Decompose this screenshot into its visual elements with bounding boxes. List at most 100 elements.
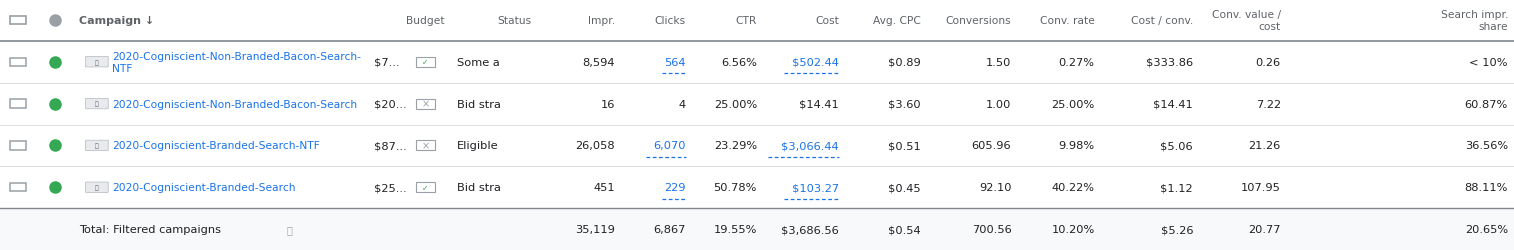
- Text: $3.60: $3.60: [887, 99, 921, 109]
- Text: 2020-Cogniscient-Non-Branded-Bacon-Search: 2020-Cogniscient-Non-Branded-Bacon-Searc…: [112, 99, 357, 109]
- Text: $7...: $7...: [374, 58, 400, 68]
- Bar: [0, 83, 1514, 125]
- Text: 7.22: 7.22: [1255, 99, 1281, 109]
- Text: $3,686.56: $3,686.56: [781, 224, 839, 234]
- Text: 25.00%: 25.00%: [1051, 99, 1095, 109]
- Text: 605.96: 605.96: [972, 141, 1011, 151]
- Text: 6,867: 6,867: [654, 224, 686, 234]
- Bar: [415, 141, 436, 151]
- Text: 8,594: 8,594: [583, 58, 615, 68]
- Bar: [0, 42, 1514, 83]
- Text: $502.44: $502.44: [792, 58, 839, 68]
- FancyBboxPatch shape: [85, 57, 109, 68]
- Text: Conv. value /
cost: Conv. value / cost: [1211, 10, 1281, 32]
- Bar: [11, 142, 27, 150]
- Text: Cost: Cost: [815, 16, 839, 26]
- Text: Avg. CPC: Avg. CPC: [872, 16, 921, 26]
- Text: ✓: ✓: [422, 183, 428, 192]
- Text: 23.29%: 23.29%: [715, 141, 757, 151]
- Text: Budget: Budget: [406, 16, 445, 26]
- Text: $14.41: $14.41: [1154, 99, 1193, 109]
- Text: Status: Status: [497, 16, 531, 26]
- Text: 16: 16: [601, 99, 615, 109]
- Text: 451: 451: [593, 182, 615, 192]
- Text: 1.50: 1.50: [986, 58, 1011, 68]
- Text: $87...: $87...: [374, 141, 407, 151]
- Text: $5.06: $5.06: [1160, 141, 1193, 151]
- Text: Impr.: Impr.: [587, 16, 615, 26]
- FancyBboxPatch shape: [85, 182, 109, 193]
- Text: 🔍: 🔍: [95, 60, 98, 65]
- Text: CTR: CTR: [736, 16, 757, 26]
- Bar: [0, 0, 1514, 42]
- Text: $0.54: $0.54: [887, 224, 921, 234]
- Text: $103.27: $103.27: [792, 182, 839, 192]
- Text: 564: 564: [665, 58, 686, 68]
- Text: Search impr.
share: Search impr. share: [1440, 10, 1508, 32]
- Text: 4: 4: [678, 99, 686, 109]
- FancyBboxPatch shape: [85, 99, 109, 109]
- Text: Cost / conv.: Cost / conv.: [1131, 16, 1193, 26]
- Bar: [0, 208, 1514, 250]
- Text: $0.51: $0.51: [887, 141, 921, 151]
- Text: 🔍: 🔍: [95, 102, 98, 107]
- Text: $333.86: $333.86: [1146, 58, 1193, 68]
- Text: $3,066.44: $3,066.44: [781, 141, 839, 151]
- Text: 40.22%: 40.22%: [1052, 182, 1095, 192]
- Bar: [415, 182, 436, 192]
- Text: 35,119: 35,119: [575, 224, 615, 234]
- Bar: [11, 183, 27, 192]
- FancyBboxPatch shape: [85, 141, 109, 151]
- Text: $25...: $25...: [374, 182, 407, 192]
- Text: 88.11%: 88.11%: [1464, 182, 1508, 192]
- Text: 2020-Cogniscient-Branded-Search-NTF: 2020-Cogniscient-Branded-Search-NTF: [112, 141, 319, 151]
- Text: 25.00%: 25.00%: [713, 99, 757, 109]
- Bar: [11, 100, 27, 108]
- Text: 60.87%: 60.87%: [1464, 99, 1508, 109]
- Text: 6.56%: 6.56%: [721, 58, 757, 68]
- Text: 20.77: 20.77: [1249, 224, 1281, 234]
- Text: 9.98%: 9.98%: [1058, 141, 1095, 151]
- Text: 36.56%: 36.56%: [1466, 141, 1508, 151]
- Bar: [415, 58, 436, 68]
- Text: 10.20%: 10.20%: [1051, 224, 1095, 234]
- Text: 107.95: 107.95: [1241, 182, 1281, 192]
- Text: ×: ×: [421, 99, 430, 109]
- Bar: [0, 125, 1514, 167]
- Text: 0.26: 0.26: [1255, 58, 1281, 68]
- Text: 229: 229: [665, 182, 686, 192]
- Text: $1.12: $1.12: [1160, 182, 1193, 192]
- Text: 0.27%: 0.27%: [1058, 58, 1095, 68]
- Text: 50.78%: 50.78%: [713, 182, 757, 192]
- Text: $5.26: $5.26: [1161, 224, 1193, 234]
- Bar: [0, 167, 1514, 208]
- Text: 🔍: 🔍: [95, 143, 98, 148]
- Text: ×: ×: [421, 141, 430, 151]
- Text: 2020-Cogniscient-Branded-Search: 2020-Cogniscient-Branded-Search: [112, 182, 295, 192]
- Text: Bid stra: Bid stra: [457, 182, 501, 192]
- Text: 🔍: 🔍: [95, 185, 98, 190]
- Text: 19.55%: 19.55%: [713, 224, 757, 234]
- Text: 21.26: 21.26: [1249, 141, 1281, 151]
- Text: Some a: Some a: [457, 58, 500, 68]
- Text: 20.65%: 20.65%: [1466, 224, 1508, 234]
- Text: Clicks: Clicks: [654, 16, 686, 26]
- Text: $20...: $20...: [374, 99, 407, 109]
- Text: Total: Filtered campaigns: Total: Filtered campaigns: [79, 224, 221, 234]
- Text: ✓: ✓: [422, 58, 428, 67]
- Text: 700.56: 700.56: [972, 224, 1011, 234]
- Text: $14.41: $14.41: [799, 99, 839, 109]
- Text: ⓘ: ⓘ: [288, 224, 292, 234]
- Text: Conversions: Conversions: [946, 16, 1011, 26]
- Text: Bid stra: Bid stra: [457, 99, 501, 109]
- Text: Conv. rate: Conv. rate: [1040, 16, 1095, 26]
- Text: < 10%: < 10%: [1470, 58, 1508, 68]
- Bar: [415, 99, 436, 109]
- Text: 92.10: 92.10: [980, 182, 1011, 192]
- Bar: [11, 17, 27, 25]
- Text: Eligible: Eligible: [457, 141, 498, 151]
- Text: 6,070: 6,070: [654, 141, 686, 151]
- Text: $0.89: $0.89: [887, 58, 921, 68]
- Text: $0.45: $0.45: [887, 182, 921, 192]
- Text: Campaign ↓: Campaign ↓: [79, 16, 154, 26]
